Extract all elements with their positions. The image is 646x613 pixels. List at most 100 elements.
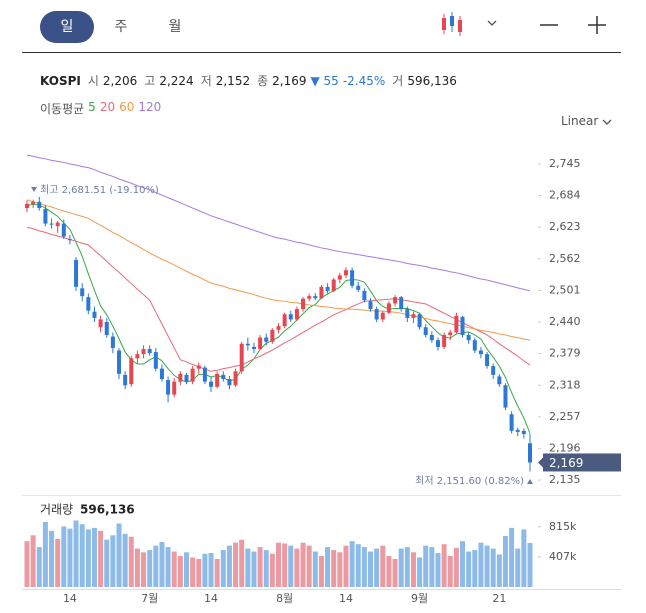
volume-bar	[36, 547, 42, 587]
candle-body	[215, 373, 220, 387]
change: ▼ 55	[310, 74, 339, 88]
candle-body	[380, 312, 385, 320]
candle-body	[282, 314, 287, 327]
volume-bar	[226, 545, 232, 587]
change-pct: -2.45%	[342, 74, 386, 88]
volume-bar	[410, 552, 416, 587]
y-tick-label: 2,684	[549, 189, 581, 202]
volume-bar	[484, 545, 490, 587]
y-tick-label: 2,440	[549, 315, 581, 328]
volume-bar	[153, 545, 159, 587]
volume-bar	[214, 558, 220, 587]
volume-bar	[343, 545, 349, 587]
candle-body	[67, 239, 72, 241]
candle-body	[184, 374, 189, 382]
candle-body	[172, 381, 177, 395]
volume-bar	[239, 539, 245, 587]
x-tick-label: 14	[204, 592, 218, 605]
candle-body	[202, 367, 207, 382]
volume-bar	[141, 552, 147, 587]
field-value: 2,152	[215, 74, 251, 88]
volume-bar	[85, 529, 91, 587]
volume-bar	[368, 551, 374, 587]
volume-bar	[404, 547, 410, 587]
candle-body	[104, 322, 109, 335]
candle-body	[405, 309, 410, 318]
field-label: 시	[87, 74, 99, 88]
candle-body	[478, 350, 483, 355]
volume-bar	[61, 526, 67, 587]
tab-day[interactable]: 일	[40, 11, 94, 43]
candle-body	[491, 366, 496, 375]
candle-body	[43, 209, 48, 224]
volume-bar	[269, 553, 275, 587]
volume-bar	[515, 548, 521, 587]
candle-body	[110, 336, 115, 348]
volume-bar	[30, 535, 36, 587]
volume-title: 거래량	[40, 503, 73, 517]
y-tick-label: 407k	[549, 550, 577, 563]
field-label: 저	[200, 74, 212, 88]
candle-body	[374, 309, 379, 320]
volume-bar	[392, 558, 398, 587]
field-label: 종	[257, 74, 269, 88]
candle-body	[49, 223, 54, 225]
ma-line	[26, 154, 531, 292]
candle-body	[61, 223, 66, 237]
legend-entry: 20	[99, 100, 116, 114]
candle-body	[92, 311, 97, 318]
volume-bar	[318, 555, 324, 587]
volume-bar	[79, 524, 85, 587]
volume-bar	[190, 557, 196, 587]
volume-bar	[91, 527, 97, 587]
candle-body	[74, 259, 79, 287]
ma-line	[26, 199, 531, 341]
candle-body	[448, 332, 453, 335]
candle-body	[399, 297, 404, 310]
volume-bar	[104, 539, 110, 587]
candle-body	[258, 337, 263, 349]
volume-bar	[122, 533, 128, 587]
candle-body	[307, 296, 312, 299]
y-tick-label: 2,562	[549, 252, 581, 265]
candle-body	[31, 201, 36, 204]
volume-bar	[294, 548, 300, 587]
volume-bar	[453, 547, 459, 587]
y-tick-label: 815k	[549, 520, 577, 533]
x-tick-label: 14	[63, 592, 77, 605]
candle-body	[313, 296, 318, 299]
tab-week[interactable]: 주	[114, 19, 128, 35]
volume-bar	[325, 547, 331, 587]
volume-bar	[447, 555, 453, 587]
volume-bar	[355, 544, 361, 587]
candle-body	[362, 290, 367, 301]
volume-bar	[98, 530, 104, 587]
field-value: 2,206	[102, 74, 138, 88]
y-tick-label: 2,196	[549, 441, 581, 454]
low-annotation: 최저 2,151.60 (0.82%)	[415, 475, 524, 487]
volume-bar	[380, 545, 386, 587]
volume-bar	[349, 541, 355, 587]
scale-select[interactable]: Linear	[561, 114, 612, 128]
volume-bar	[441, 544, 447, 587]
candle-body	[331, 279, 336, 291]
volume-bar	[196, 558, 202, 587]
volume-bar	[159, 541, 165, 587]
candle-body	[288, 314, 293, 320]
candle-body	[509, 414, 514, 431]
candle-body	[153, 352, 158, 369]
volume-bar	[361, 547, 367, 587]
volume-bar	[306, 545, 312, 587]
volume-bar	[67, 528, 73, 587]
price-tag	[543, 453, 621, 472]
candle-body	[233, 371, 238, 386]
volume-bar	[55, 538, 61, 587]
high-annotation: 최고 2,681.51 (-19.10%)	[40, 184, 159, 196]
volume-bar	[417, 557, 423, 587]
ma-legend: 이동평균 5 20 60 120	[40, 100, 161, 117]
candle-body	[325, 286, 330, 291]
candle-body	[264, 337, 269, 342]
tab-month[interactable]: 월	[168, 19, 182, 35]
